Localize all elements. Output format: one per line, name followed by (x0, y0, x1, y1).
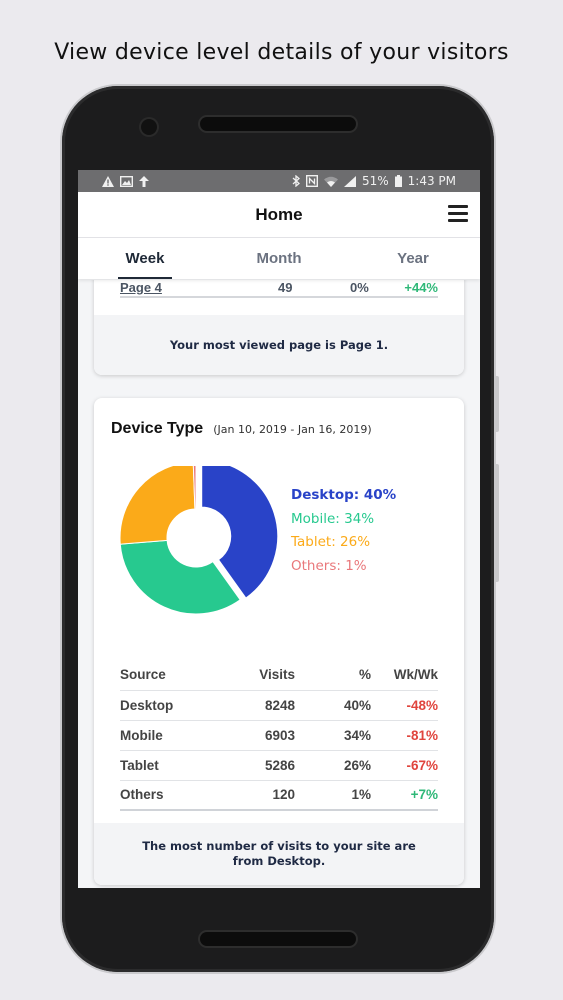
chart-legend: Desktop: 40% Mobile: 34% Tablet: 26% Oth… (291, 484, 396, 578)
device-pie-chart (120, 466, 279, 614)
row-source: Mobile (120, 720, 230, 751)
row-wkwk: +7% (371, 780, 438, 811)
table-row: Others 120 1% +7% (120, 780, 438, 811)
row-visits: 8248 (230, 690, 295, 721)
battery-icon (394, 175, 402, 187)
legend-tablet: Tablet: 26% (291, 534, 371, 550)
device-summary: The most number of visits to your site a… (94, 823, 464, 885)
status-bar: 51% 1:43 PM (78, 170, 480, 192)
row-visits: 5286 (230, 750, 295, 781)
period-tabs: Week Month Year (78, 238, 480, 279)
row-percent: 34% (295, 720, 371, 751)
tab-year[interactable]: Year (397, 250, 429, 267)
upload-icon (139, 175, 149, 187)
screen: 51% 1:43 PM Home Week Month Year Page 4 … (78, 170, 480, 888)
row-wkwk: +44% (404, 280, 438, 295)
row-source: Tablet (120, 750, 230, 781)
row-source: Others (120, 780, 230, 811)
row-percent: 0% (350, 280, 369, 295)
col-visits: Visits (230, 660, 295, 691)
tab-month[interactable]: Month (256, 250, 302, 267)
hamburger-menu-icon[interactable] (448, 205, 468, 223)
row-wkwk: -67% (371, 750, 438, 781)
battery-percent: 51% (361, 174, 389, 188)
wifi-icon (323, 176, 338, 187)
pie-slice-mobile (120, 539, 241, 614)
top-speaker (200, 117, 356, 131)
table-row: Desktop 8248 40% -48% (120, 690, 438, 721)
device-type-card: Device Type (Jan 10, 2019 - Jan 16, 2019… (94, 398, 464, 885)
scroll-content[interactable]: Page 4 49 0% +44% Your most viewed page … (78, 280, 480, 888)
caption: View device level details of your visito… (54, 40, 509, 65)
row-source: Desktop (120, 690, 230, 721)
row-visits: 120 (230, 780, 295, 811)
warning-icon (102, 175, 114, 187)
tab-week[interactable]: Week (78, 238, 212, 279)
table-header-row: Source Visits % Wk/Wk (120, 660, 438, 691)
volume-button (494, 464, 499, 582)
app-bar: Home (78, 192, 480, 238)
row-percent: 26% (295, 750, 371, 781)
signal-icon (343, 175, 356, 187)
row-visits: 6903 (230, 720, 295, 751)
table-row: Page 4 49 0% +44% (120, 280, 438, 298)
bottom-speaker (200, 932, 356, 946)
legend-mobile: Mobile: 34% (291, 510, 375, 527)
pages-card: Page 4 49 0% +44% Your most viewed page … (94, 280, 464, 375)
row-wkwk: -81% (371, 720, 438, 751)
table-row: Mobile 6903 34% -81% (120, 720, 438, 751)
power-button (494, 376, 499, 432)
row-percent: 1% (295, 780, 371, 811)
date-range: (Jan 10, 2019 - Jan 16, 2019) (213, 423, 372, 436)
device-table: Source Visits % Wk/Wk Desktop 8248 40% -… (120, 660, 438, 811)
clock: 1:43 PM (407, 174, 456, 188)
row-visits: 49 (278, 280, 293, 295)
table-row: Tablet 5286 26% -67% (120, 750, 438, 781)
col-source: Source (120, 660, 230, 691)
page-title: Home (255, 204, 303, 224)
bluetooth-icon (292, 175, 300, 187)
row-percent: 40% (295, 690, 371, 721)
card-title: Device Type (111, 420, 204, 437)
pie-slice-tablet (120, 466, 196, 545)
row-wkwk: -48% (371, 690, 438, 721)
legend-others: Others: 1% (291, 557, 367, 574)
page-link[interactable]: Page 4 (120, 280, 162, 295)
col-percent: % (295, 660, 371, 691)
col-wkwk: Wk/Wk (371, 660, 438, 691)
pie-slice-others (192, 466, 197, 510)
nfc-icon (305, 175, 318, 187)
legend-desktop: Desktop: 40% (291, 487, 397, 503)
front-camera (141, 119, 157, 135)
pages-summary: Your most viewed page is Page 1. (94, 315, 464, 375)
phone-frame: 51% 1:43 PM Home Week Month Year Page 4 … (62, 86, 499, 972)
pie-slice-desktop (201, 466, 279, 599)
image-icon (120, 175, 133, 187)
